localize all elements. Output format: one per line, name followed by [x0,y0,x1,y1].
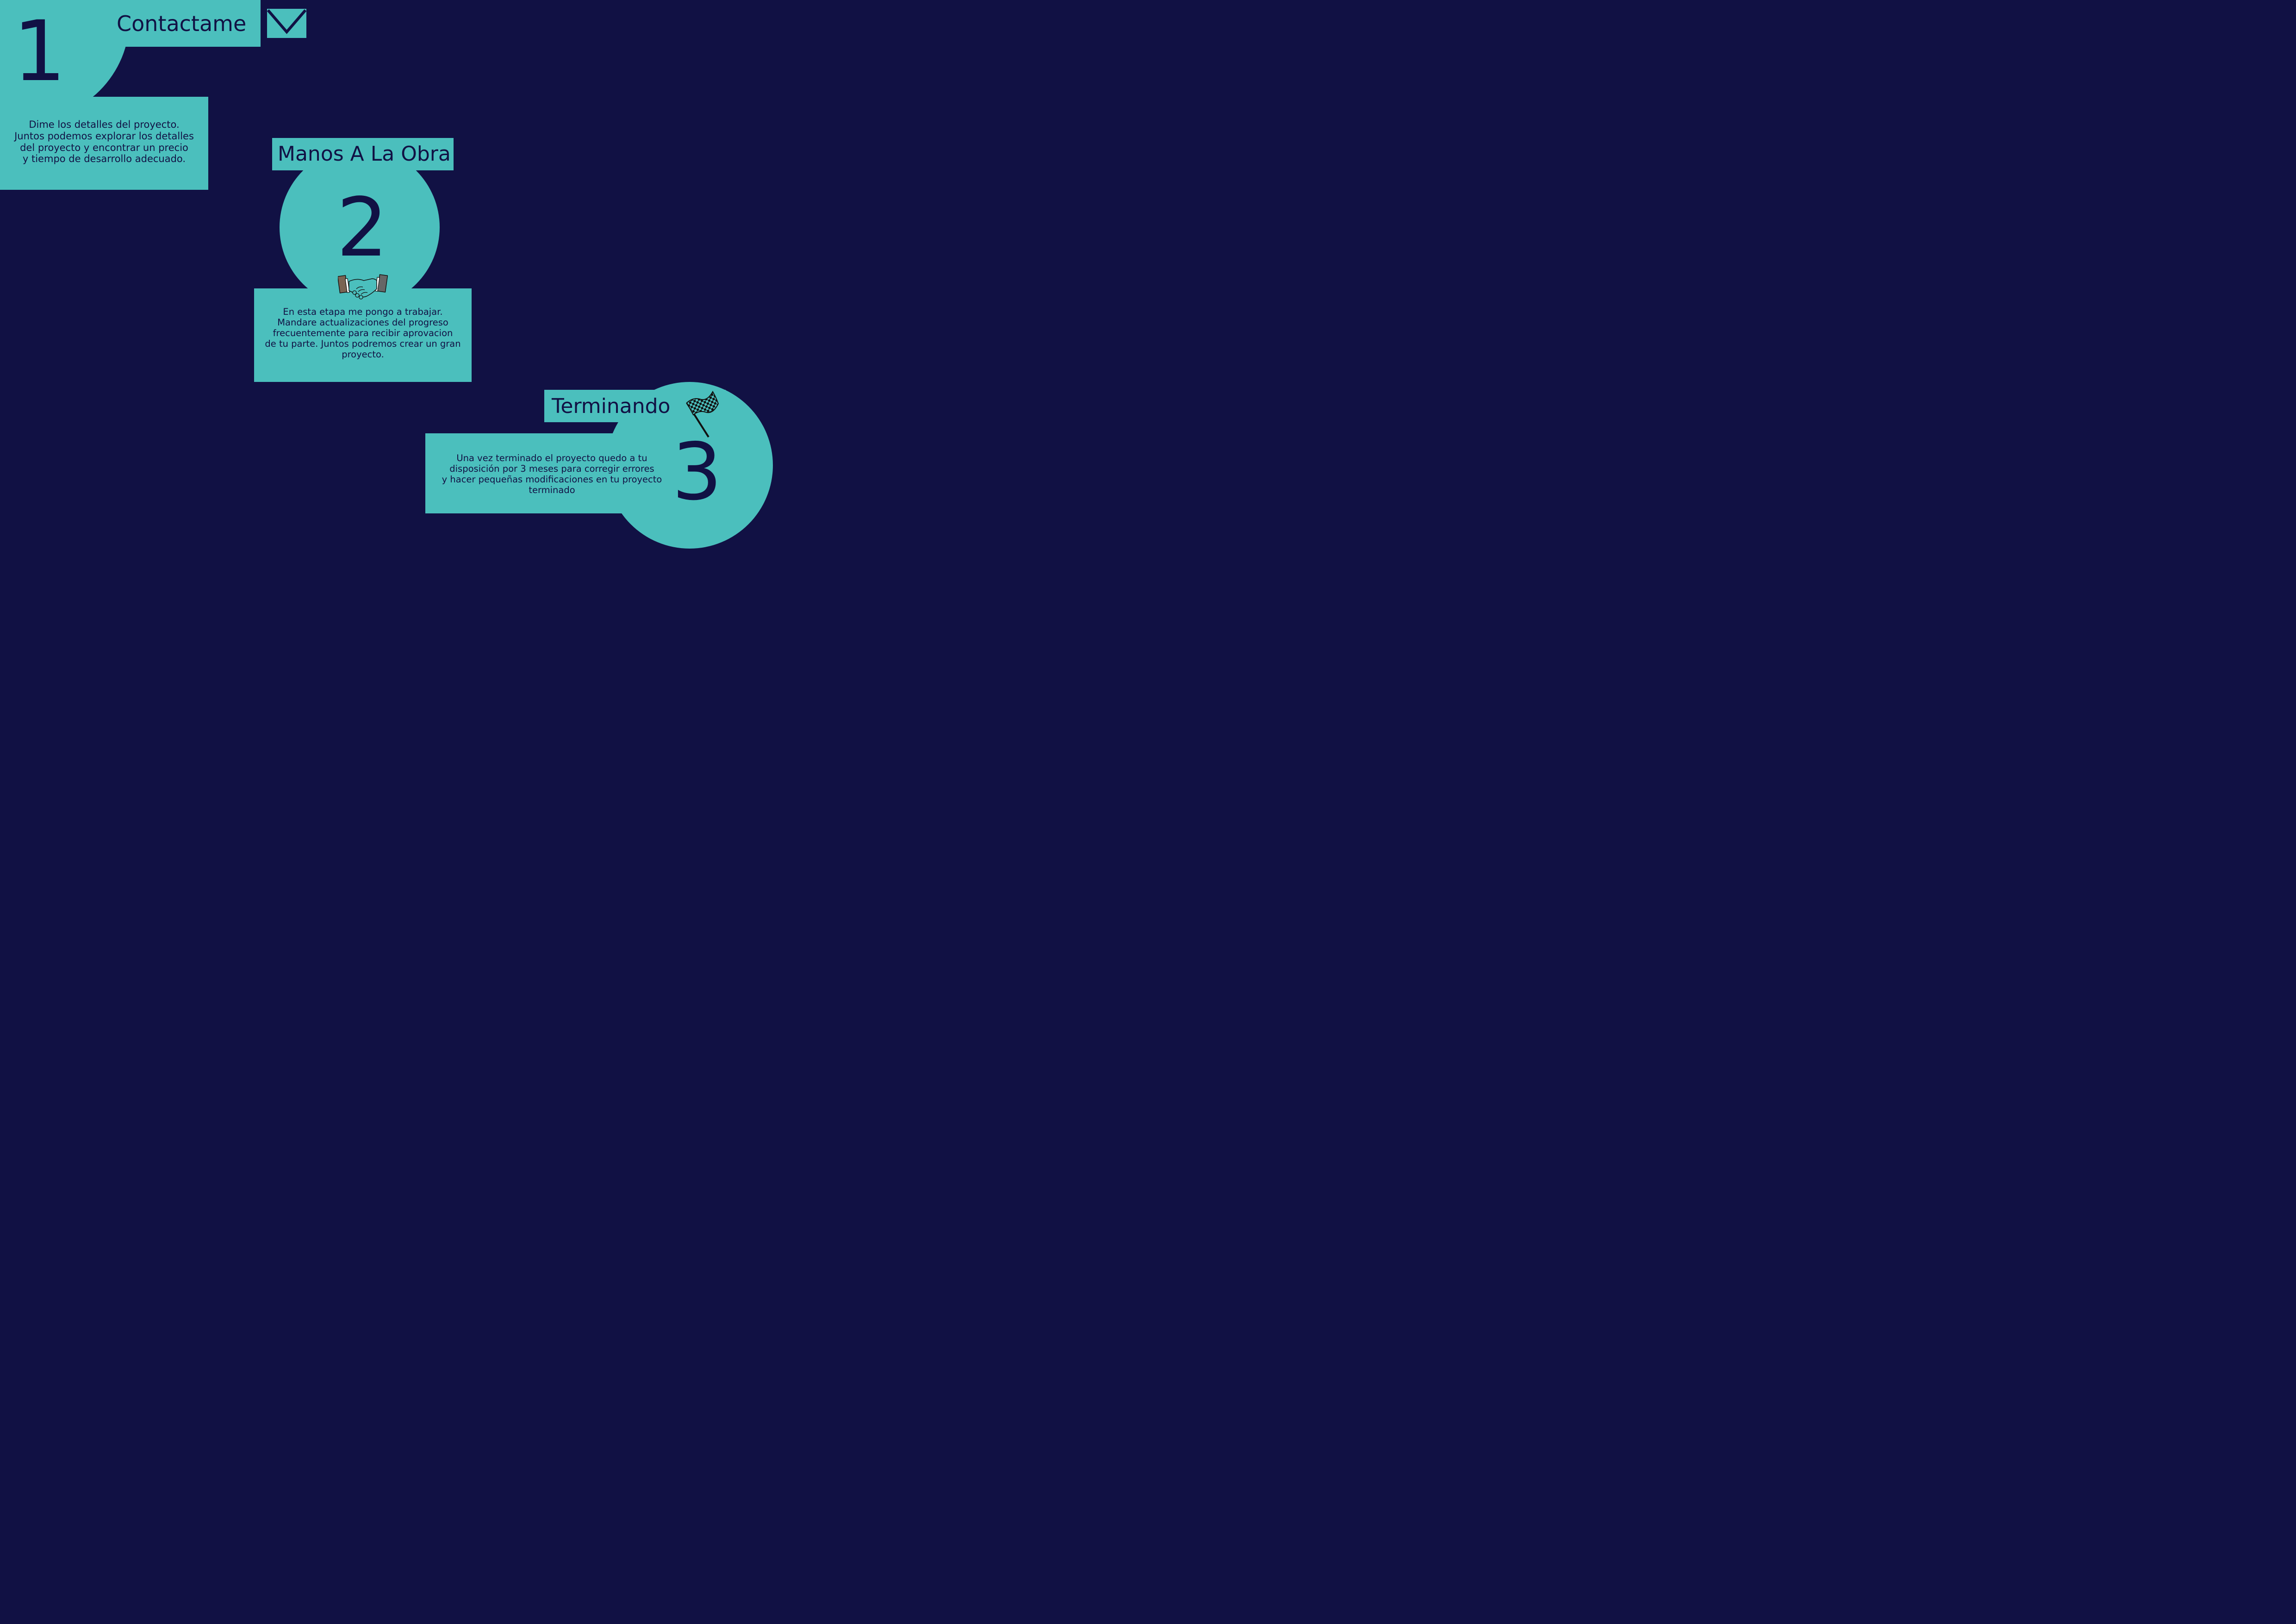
step-2-title: Manos A La Obra [278,142,451,166]
step-1-description-line: del proyecto y encontrar un precio [20,142,188,153]
step-2-description-panel [254,288,472,382]
checkered-flag-icon [684,389,721,438]
step-2-title-banner [272,138,454,170]
step-3-description-line: disposición por 3 meses para corregir er… [449,463,654,474]
envelope-icon [267,9,307,38]
step-1-description-line: Dime los detalles del proyecto. [29,119,180,130]
step-1-description-line: Juntos podemos explorar los detalles [14,130,194,142]
handshake-icon [337,273,388,301]
step-2-description-line: Mandare actualizaciones del progreso [277,317,448,328]
step-3-number: 3 [672,426,722,518]
step-1-title-banner [0,0,261,47]
step-1-description-panel [0,97,208,190]
step-2-description-line: frecuentemente para recibir aprovacion [273,328,453,338]
step-1-description: Dime los detalles del proyecto. Juntos p… [0,119,208,165]
step-3-description-line: terminado [529,485,575,495]
step-1-number: 1 [13,3,66,100]
step-2-description-line: En esta etapa me pongo a trabajar. [283,306,443,317]
step-3-description-panel [425,433,726,513]
step-3-description-line: y hacer pequeñas modificaciones en tu pr… [442,474,662,485]
step-1-title: Contactame [117,11,247,36]
step-3-description: Una vez terminado el proyecto quedo a tu… [430,453,673,495]
step-2-description-line: de tu parte. Juntos podremos crear un gr… [265,338,461,349]
step-2-number: 2 [336,181,388,275]
step-2-description: En esta etapa me pongo a trabajar. Manda… [254,306,472,360]
step-3-description-line: Una vez terminado el proyecto quedo a tu [456,453,647,463]
step-1-description-line: y tiempo de desarrollo adecuado. [22,153,186,165]
step-3-title: Terminando [552,394,671,418]
step-2-description-line: proyecto. [342,349,384,360]
